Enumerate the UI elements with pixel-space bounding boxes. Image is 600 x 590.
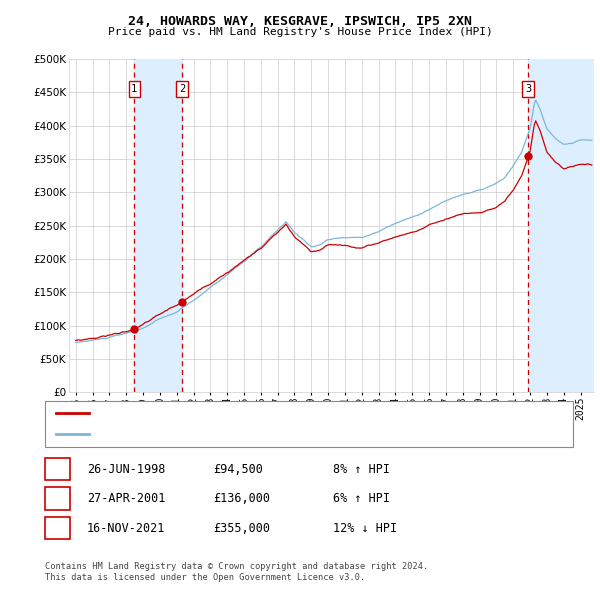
Bar <box>528 59 594 392</box>
Text: HPI: Average price, detached house, East Suffolk: HPI: Average price, detached house, East… <box>94 429 376 439</box>
Text: 6% ↑ HPI: 6% ↑ HPI <box>333 492 390 505</box>
Text: 1: 1 <box>131 84 137 94</box>
Text: 24, HOWARDS WAY, KESGRAVE, IPSWICH, IP5 2XN: 24, HOWARDS WAY, KESGRAVE, IPSWICH, IP5 … <box>128 15 472 28</box>
Text: 2: 2 <box>179 84 185 94</box>
Text: 2: 2 <box>54 492 61 505</box>
Text: 3: 3 <box>525 84 531 94</box>
Text: Price paid vs. HM Land Registry's House Price Index (HPI): Price paid vs. HM Land Registry's House … <box>107 27 493 37</box>
Text: £136,000: £136,000 <box>213 492 270 505</box>
Text: 26-JUN-1998: 26-JUN-1998 <box>87 463 166 476</box>
Text: 3: 3 <box>54 522 61 535</box>
Text: 24, HOWARDS WAY, KESGRAVE, IPSWICH, IP5 2XN (detached house): 24, HOWARDS WAY, KESGRAVE, IPSWICH, IP5 … <box>94 408 446 418</box>
Text: 12% ↓ HPI: 12% ↓ HPI <box>333 522 397 535</box>
Bar <box>134 59 182 392</box>
Text: £355,000: £355,000 <box>213 522 270 535</box>
Text: This data is licensed under the Open Government Licence v3.0.: This data is licensed under the Open Gov… <box>45 573 365 582</box>
Text: 1: 1 <box>54 463 61 476</box>
Text: £94,500: £94,500 <box>213 463 263 476</box>
Text: 16-NOV-2021: 16-NOV-2021 <box>87 522 166 535</box>
Text: 8% ↑ HPI: 8% ↑ HPI <box>333 463 390 476</box>
Text: 27-APR-2001: 27-APR-2001 <box>87 492 166 505</box>
Text: Contains HM Land Registry data © Crown copyright and database right 2024.: Contains HM Land Registry data © Crown c… <box>45 562 428 571</box>
